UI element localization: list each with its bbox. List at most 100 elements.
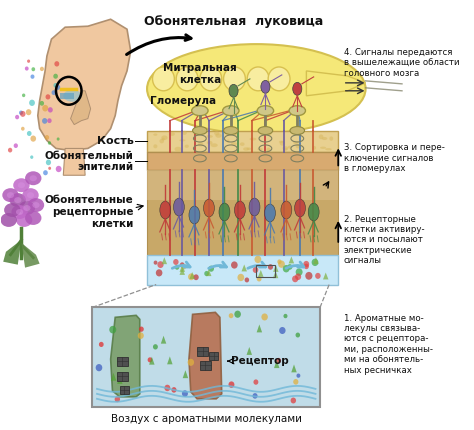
Ellipse shape xyxy=(258,126,273,135)
Ellipse shape xyxy=(289,106,305,116)
Polygon shape xyxy=(273,271,278,278)
Ellipse shape xyxy=(16,209,23,215)
Text: Кость: Кость xyxy=(97,136,133,147)
Circle shape xyxy=(268,264,273,270)
Circle shape xyxy=(29,100,35,106)
Circle shape xyxy=(228,381,235,388)
Circle shape xyxy=(55,85,60,90)
Ellipse shape xyxy=(257,148,263,150)
Ellipse shape xyxy=(261,80,270,93)
Circle shape xyxy=(56,166,62,172)
Circle shape xyxy=(139,326,144,332)
Ellipse shape xyxy=(206,135,213,138)
Ellipse shape xyxy=(283,146,288,150)
Circle shape xyxy=(287,264,292,270)
Circle shape xyxy=(234,310,241,318)
Text: Воздух с ароматными молекулами: Воздух с ароматными молекулами xyxy=(111,414,302,424)
Ellipse shape xyxy=(224,67,246,91)
Ellipse shape xyxy=(322,137,328,140)
Circle shape xyxy=(31,67,35,71)
Polygon shape xyxy=(38,19,131,150)
Ellipse shape xyxy=(308,203,319,221)
Ellipse shape xyxy=(9,193,26,207)
Ellipse shape xyxy=(229,84,238,97)
Circle shape xyxy=(48,141,51,145)
Bar xyxy=(92,307,320,407)
Ellipse shape xyxy=(329,136,333,141)
Circle shape xyxy=(305,272,312,280)
Text: 2. Рецепторные
клетки активиру-
ются и посылают
электрические
сигналы: 2. Рецепторные клетки активиру- ются и п… xyxy=(344,215,424,265)
Circle shape xyxy=(276,358,281,363)
Circle shape xyxy=(283,314,288,318)
Ellipse shape xyxy=(240,142,245,146)
Ellipse shape xyxy=(266,147,271,152)
Circle shape xyxy=(154,261,157,265)
Ellipse shape xyxy=(210,143,218,147)
Ellipse shape xyxy=(223,106,239,116)
Ellipse shape xyxy=(18,201,35,215)
Ellipse shape xyxy=(13,178,29,192)
Circle shape xyxy=(40,101,44,106)
Ellipse shape xyxy=(320,147,326,149)
Ellipse shape xyxy=(64,90,82,102)
Ellipse shape xyxy=(18,182,25,188)
Ellipse shape xyxy=(296,144,301,148)
Ellipse shape xyxy=(27,192,34,198)
Ellipse shape xyxy=(7,192,14,198)
Polygon shape xyxy=(189,312,222,399)
Text: 1. Ароматные мо-
лекулы связыва-
ются с рецептора-
ми, расположенны-
ми на обоня: 1. Ароматные мо- лекулы связыва- ются с … xyxy=(344,313,433,375)
Circle shape xyxy=(278,261,285,268)
Polygon shape xyxy=(182,370,188,378)
Ellipse shape xyxy=(160,201,171,219)
Ellipse shape xyxy=(224,126,238,135)
Circle shape xyxy=(257,276,262,282)
Circle shape xyxy=(157,261,164,268)
Polygon shape xyxy=(161,336,166,344)
Ellipse shape xyxy=(283,147,288,151)
Bar xyxy=(117,372,128,381)
Text: Обонятельная  луковица: Обонятельная луковица xyxy=(144,15,323,28)
Circle shape xyxy=(188,359,194,366)
Ellipse shape xyxy=(25,171,41,185)
Circle shape xyxy=(229,313,233,318)
Ellipse shape xyxy=(32,202,40,208)
Circle shape xyxy=(48,167,51,170)
Ellipse shape xyxy=(215,133,222,138)
Ellipse shape xyxy=(189,206,200,224)
Bar xyxy=(209,352,218,360)
Ellipse shape xyxy=(29,175,37,181)
Bar xyxy=(200,361,211,370)
Polygon shape xyxy=(71,91,91,125)
Circle shape xyxy=(188,273,194,280)
Circle shape xyxy=(296,268,302,276)
Ellipse shape xyxy=(203,199,214,217)
Circle shape xyxy=(52,90,56,95)
Circle shape xyxy=(96,364,102,371)
Ellipse shape xyxy=(281,201,292,219)
Circle shape xyxy=(296,332,300,338)
Text: 3. Сортировка и пере-
ключение сигналов
в гломерулах: 3. Сортировка и пере- ключение сигналов … xyxy=(344,144,445,173)
Ellipse shape xyxy=(25,211,41,225)
Text: Рецептор: Рецептор xyxy=(231,356,289,366)
Text: Митральная
клетка: Митральная клетка xyxy=(163,63,237,85)
Ellipse shape xyxy=(4,203,20,217)
Ellipse shape xyxy=(243,147,249,151)
Ellipse shape xyxy=(179,139,185,141)
Polygon shape xyxy=(206,269,211,276)
Polygon shape xyxy=(323,273,328,280)
Polygon shape xyxy=(289,256,294,264)
Ellipse shape xyxy=(290,126,305,135)
Polygon shape xyxy=(258,270,264,277)
Circle shape xyxy=(54,83,58,88)
Bar xyxy=(147,170,338,200)
Circle shape xyxy=(138,332,144,339)
Circle shape xyxy=(315,273,320,279)
Circle shape xyxy=(193,274,199,280)
Ellipse shape xyxy=(28,198,44,212)
Ellipse shape xyxy=(219,203,230,221)
Polygon shape xyxy=(246,347,252,355)
Polygon shape xyxy=(273,265,279,272)
Ellipse shape xyxy=(235,201,246,219)
Polygon shape xyxy=(117,376,123,384)
Ellipse shape xyxy=(257,106,273,116)
